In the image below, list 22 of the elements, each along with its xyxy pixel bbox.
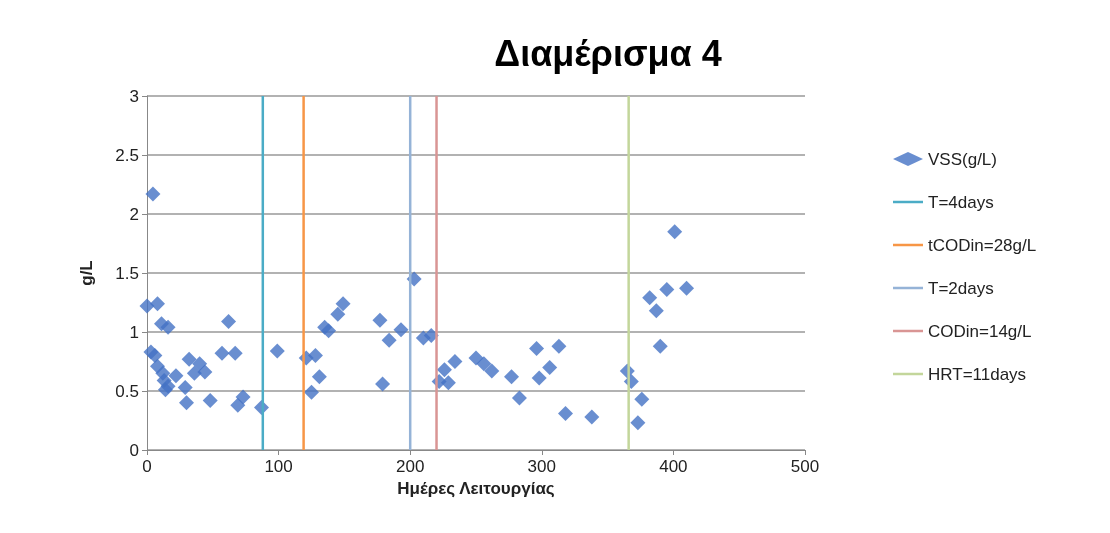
y-tick-label: 2 — [129, 204, 139, 224]
legend-label: tCODin=28g/L — [928, 235, 1037, 255]
y-tick-label: 1.5 — [115, 263, 139, 283]
y-tick-label: 0 — [129, 440, 139, 460]
x-tick-label: 500 — [790, 457, 820, 476]
legend-label: T=4days — [928, 192, 994, 212]
x-tick-label: 200 — [396, 457, 425, 476]
legend-label: VSS(g/L) — [928, 149, 997, 169]
chart-title: Διαμέρισμα 4 — [494, 32, 722, 74]
x-tick-label: 400 — [659, 457, 688, 476]
x-tick-label: 300 — [527, 457, 556, 476]
y-tick-label: 3 — [129, 86, 139, 106]
y-tick-label: 0.5 — [115, 381, 139, 401]
x-axis-title: Ημέρες Λειτουργίας — [397, 478, 555, 498]
x-tick-label: 100 — [264, 457, 293, 476]
y-tick-label: 1 — [129, 322, 139, 342]
legend-label: T=2days — [928, 278, 994, 298]
legend-label: CODin=14g/L — [928, 321, 1032, 341]
y-axis-title: g/L — [77, 260, 96, 286]
y-tick-label: 2.5 — [115, 145, 139, 165]
legend-label: HRT=11days — [928, 364, 1027, 384]
x-tick-label: 0 — [142, 457, 152, 476]
